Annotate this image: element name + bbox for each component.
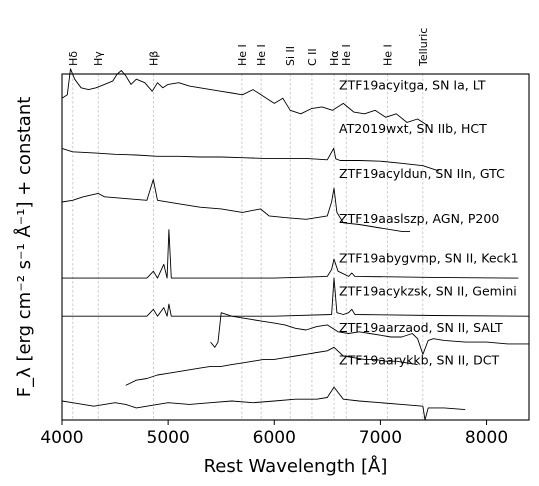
line-marker-guides <box>72 74 424 420</box>
line-marker-label: Telluric <box>417 28 430 67</box>
line-marker-label: He I <box>236 44 249 66</box>
line-marker-label: Hα <box>328 50 341 66</box>
line-marker-label: He I <box>340 44 353 66</box>
x-tick-label: 5000 <box>147 428 190 448</box>
spectrum-label: ZTF19acyldun, SN IIn, GTC <box>339 166 505 181</box>
spectrum-line <box>62 277 530 317</box>
spectrum-line <box>61 68 429 127</box>
spectrum-line <box>125 346 418 386</box>
spectrum-labels: ZTF19acyitga, SN Ia, LT AT2019wxt, SN IIb… <box>339 78 519 368</box>
line-marker-label: He I <box>255 44 268 66</box>
line-marker-labels: Hδ Hγ Hβ He I He I Si II C II Hα He I He I Telluri… <box>67 28 430 67</box>
spectrum-line <box>61 179 411 232</box>
x-tick-label: 8000 <box>465 428 508 448</box>
y-axis-title: F_λ [erg cm⁻² s⁻¹ Å⁻¹] + constant <box>13 97 35 398</box>
x-axis-ticks: 4000 5000 6000 7000 8000 <box>40 420 508 448</box>
spectrum-label: ZTF19abygvmp, SN II, Keck1 <box>339 251 519 266</box>
x-tick-label: 6000 <box>253 428 296 448</box>
x-axis-title: Rest Wavelength [Å] <box>204 455 388 477</box>
line-marker-label: Si II <box>284 46 297 66</box>
spectrum-label: ZTF19aaslszp, AGN, P200 <box>339 211 499 226</box>
line-marker-label: Hγ <box>92 51 105 66</box>
spectrum-label: ZTF19aarzaod, SN II, SALT <box>339 320 503 335</box>
spectrum-line <box>61 147 439 172</box>
spectrum-label: ZTF19aarykkb, SN II, DCT <box>339 353 499 368</box>
spectrum-line <box>61 386 466 421</box>
line-marker-label: Hβ <box>147 51 160 66</box>
spectrum-line <box>210 312 529 355</box>
line-marker-label: C II <box>306 48 319 66</box>
spectrum-label: AT2019wxt, SN IIb, HCT <box>339 121 487 136</box>
line-marker-label: He I <box>381 44 394 66</box>
x-tick-label: 7000 <box>359 428 402 448</box>
x-tick-label: 4000 <box>40 428 83 448</box>
spectrum-label: ZTF19acykzsk, SN II, Gemini <box>339 283 517 298</box>
line-marker-label: Hδ <box>67 51 80 66</box>
spectrum-line <box>62 229 519 279</box>
spectra-series-group <box>61 68 530 421</box>
plot-frame <box>61 73 530 421</box>
spectrum-label: ZTF19acyitga, SN Ia, LT <box>339 78 486 93</box>
